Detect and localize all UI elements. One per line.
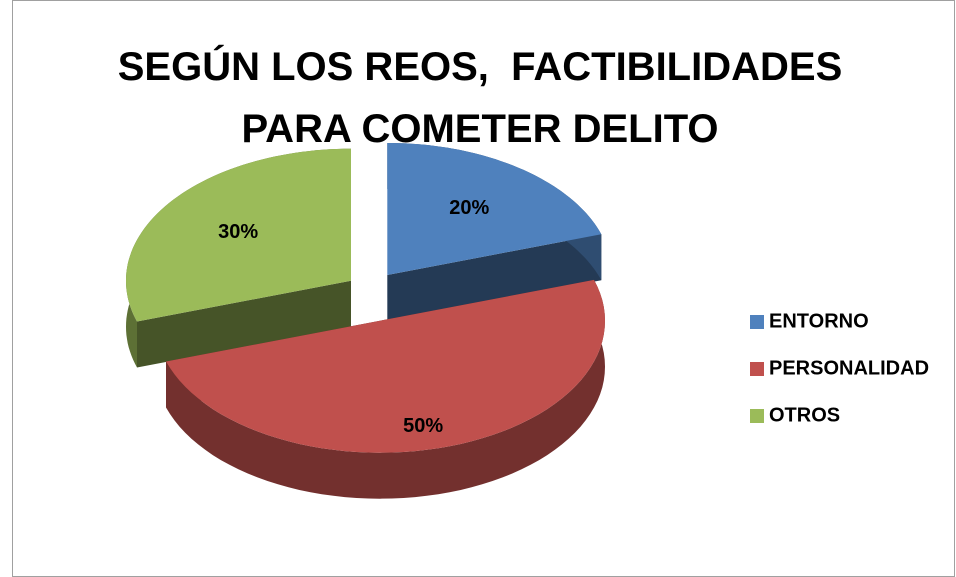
legend-swatch	[750, 409, 764, 423]
slice-top	[166, 279, 605, 453]
slice-side	[166, 279, 605, 499]
legend-label: PERSONALIDAD	[769, 357, 929, 379]
slice	[126, 148, 351, 368]
slice-side	[387, 234, 602, 321]
data-label: 50%	[403, 415, 443, 437]
data-label: 30%	[218, 221, 258, 243]
legend-label: OTROS	[769, 404, 840, 426]
slice-top	[387, 143, 602, 275]
legend-label: ENTORNO	[769, 310, 869, 332]
data-label: 20%	[449, 197, 489, 219]
slice-side	[137, 280, 351, 368]
legend-swatch	[750, 315, 764, 329]
chart-title: SEGÚN LOS REOS, FACTIBILIDADES PARA COME…	[117, 45, 854, 151]
slice	[166, 279, 605, 499]
slice-top	[126, 148, 351, 322]
slice	[387, 143, 602, 321]
legend-swatch	[750, 362, 764, 376]
